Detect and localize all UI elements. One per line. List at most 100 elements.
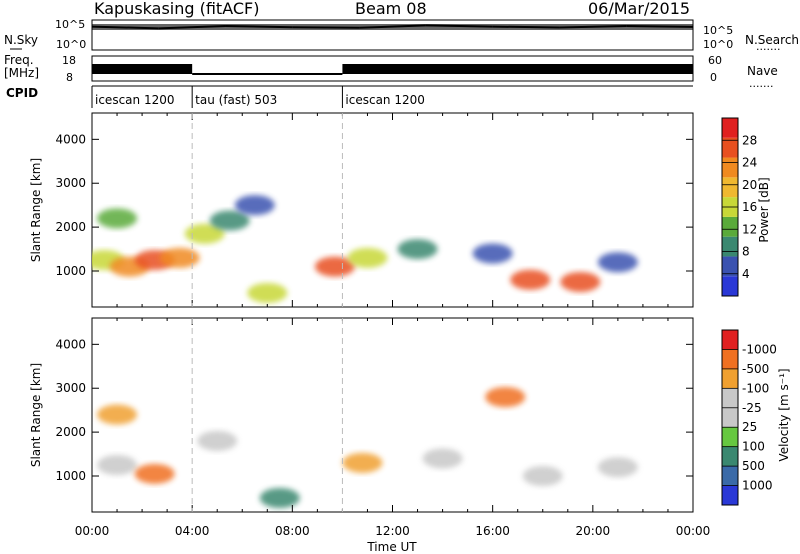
power-data bbox=[92, 195, 638, 303]
x-tick-labels: 00:00 04:00 08:00 12:00 16:00 20:00 00:00 bbox=[75, 524, 711, 538]
data-blob bbox=[184, 223, 225, 244]
power-colorbar-swatch bbox=[722, 276, 738, 296]
freq-right-ytick-low: 0 bbox=[710, 71, 717, 84]
data-blob bbox=[97, 404, 138, 425]
nsearch-dots: ....... bbox=[756, 40, 780, 53]
velocity-colorbar-tick-label: 25 bbox=[742, 420, 757, 434]
noise-ytick-low: 10^0 bbox=[56, 38, 86, 51]
freq-segment bbox=[192, 73, 343, 75]
velocity-colorbar-swatch bbox=[722, 427, 738, 447]
data-blob bbox=[159, 247, 200, 268]
power-ylabel: Slant Range [km] bbox=[29, 158, 43, 262]
velocity-colorbar-swatch bbox=[722, 446, 738, 467]
data-blob bbox=[422, 448, 463, 469]
nsky-label: N.Sky bbox=[4, 33, 38, 47]
y-tick-label: 4000 bbox=[55, 132, 86, 146]
date-title: 06/Mar/2015 bbox=[588, 0, 690, 18]
power-colorbar-tick-label: 24 bbox=[742, 156, 757, 170]
data-blob bbox=[597, 457, 638, 478]
freq-trace bbox=[92, 64, 693, 75]
noise-right-ytick-low: 10^0 bbox=[703, 38, 733, 51]
power-colorbar-swatch bbox=[722, 236, 738, 257]
x-tick-label: 20:00 bbox=[576, 524, 611, 538]
freq-label: Freq. bbox=[4, 53, 34, 67]
y-tick-label: 4000 bbox=[55, 337, 86, 351]
data-blob bbox=[259, 487, 300, 508]
data-blob bbox=[397, 239, 438, 260]
power-colorbar-tick-label: 20 bbox=[742, 178, 757, 192]
velocity-colorbar-swatch bbox=[722, 388, 738, 408]
cpid-label: CPID bbox=[6, 86, 38, 100]
data-blob bbox=[209, 210, 250, 231]
data-blob bbox=[560, 271, 601, 292]
velocity-colorbar-tick-label: 500 bbox=[742, 459, 765, 473]
freq-ytick-high: 18 bbox=[62, 54, 76, 67]
data-blob bbox=[197, 430, 238, 451]
x-tick-label: 00:00 bbox=[676, 524, 711, 538]
data-blob bbox=[342, 452, 383, 473]
data-blob bbox=[472, 243, 513, 264]
velocity-colorbar-swatch bbox=[722, 407, 738, 428]
data-blob bbox=[134, 463, 175, 484]
data-blob bbox=[234, 195, 275, 216]
velocity-colorbar-tick-label: -500 bbox=[742, 362, 769, 376]
nave-label: Nave bbox=[747, 64, 778, 78]
x-tick-label: 16:00 bbox=[475, 524, 510, 538]
freq-segment bbox=[342, 64, 693, 74]
power-colorbar-swatch bbox=[722, 118, 738, 138]
velocity-colorbar-label: Velocity [m s⁻¹] bbox=[777, 368, 791, 461]
noise-right-ytick-high: 10^5 bbox=[703, 24, 733, 37]
station-title: Kapuskasing (fitACF) bbox=[94, 0, 259, 18]
freq-segment bbox=[92, 64, 193, 74]
freq-unit-label: [MHz] bbox=[4, 66, 39, 80]
freq-panel: 18 8 60 0 bbox=[62, 54, 722, 84]
velocity-colorbar-swatch bbox=[722, 466, 738, 486]
x-tick-label: 00:00 bbox=[75, 524, 110, 538]
data-blob bbox=[97, 455, 138, 476]
power-colorbar-tick-label: 8 bbox=[742, 245, 750, 259]
data-blob bbox=[314, 256, 355, 277]
velocity-colorbar-swatch bbox=[722, 485, 738, 505]
x-tick-label: 12:00 bbox=[375, 524, 410, 538]
x-tick-label: 08:00 bbox=[275, 524, 310, 538]
data-blob bbox=[485, 387, 526, 408]
velocity-colorbar-swatch bbox=[722, 330, 738, 350]
velocity-colorbar-tick-label: -100 bbox=[742, 381, 769, 395]
data-blob bbox=[522, 466, 563, 487]
power-colorbar-swatch bbox=[722, 157, 738, 178]
power-colorbar-swatch bbox=[722, 137, 738, 158]
freq-ytick-low: 8 bbox=[66, 71, 73, 84]
cpid-segment-label: tau (fast) 503 bbox=[195, 93, 277, 107]
nsearch-label: N.Search bbox=[745, 33, 799, 47]
noise-ytick-high: 10^5 bbox=[55, 18, 85, 31]
x-tick-label: 04:00 bbox=[175, 524, 210, 538]
cpid-segment-label: icescan 1200 bbox=[95, 93, 174, 107]
velocity-panel: 1000 2000 3000 4000 Slant Range [km] bbox=[29, 317, 694, 513]
data-blob bbox=[510, 269, 551, 290]
power-colorbar-tick-label: 16 bbox=[742, 200, 757, 214]
velocity-colorbar-tick-label: 100 bbox=[742, 440, 765, 454]
y-tick-label: 2000 bbox=[55, 425, 86, 439]
power-colorbar-tick-label: 28 bbox=[742, 133, 757, 147]
y-tick-label: 1000 bbox=[55, 469, 86, 483]
power-colorbar: 4 8 12 16 20 24 28 Power [dB] bbox=[721, 117, 771, 297]
data-blob bbox=[347, 247, 388, 268]
data-blob bbox=[597, 252, 638, 273]
y-tick-label: 3000 bbox=[55, 176, 86, 190]
data-blob bbox=[247, 282, 288, 303]
beam-title: Beam 08 bbox=[355, 0, 427, 18]
velocity-data bbox=[97, 387, 638, 508]
velocity-ylabel: Slant Range [km] bbox=[29, 363, 43, 467]
power-colorbar-tick-label: 4 bbox=[742, 267, 750, 281]
velocity-colorbar-swatch bbox=[722, 349, 738, 369]
noise-trace bbox=[91, 24, 694, 30]
data-blob bbox=[97, 208, 138, 229]
velocity-colorbar-tick-label: -1000 bbox=[742, 342, 777, 356]
noise-panel: 10^5 10^0 10^5 10^0 bbox=[55, 18, 733, 51]
velocity-colorbar-tick-label: -25 bbox=[742, 401, 762, 415]
power-panel: 1000 2000 3000 4000 Slant Range [km] bbox=[29, 112, 694, 308]
velocity-colorbar-tick-label: 1000 bbox=[742, 479, 773, 493]
power-colorbar-swatch bbox=[722, 177, 738, 198]
power-colorbar-swatch bbox=[722, 216, 738, 237]
